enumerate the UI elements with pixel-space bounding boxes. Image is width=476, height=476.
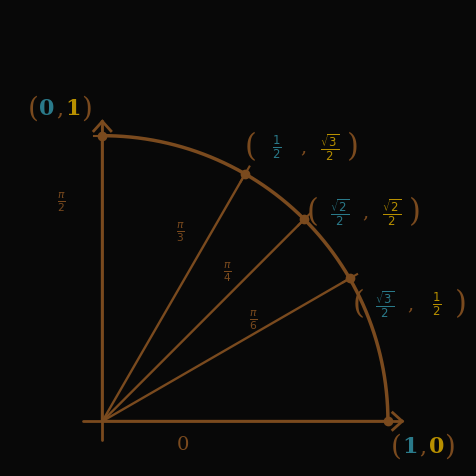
Text: 0: 0: [429, 436, 444, 458]
Text: (: (: [28, 96, 39, 123]
Text: 1: 1: [66, 99, 81, 120]
Text: 0: 0: [177, 436, 189, 454]
Text: ): ): [81, 96, 92, 123]
Text: ,: ,: [407, 296, 414, 314]
Text: ,: ,: [57, 99, 63, 120]
Text: (: (: [391, 434, 402, 461]
Text: $\frac{\pi}{2}$: $\frac{\pi}{2}$: [58, 190, 66, 214]
Text: $\frac{\sqrt{2}}{2}$: $\frac{\sqrt{2}}{2}$: [382, 197, 401, 228]
Text: (: (: [245, 132, 257, 163]
Text: ): ): [455, 289, 466, 320]
Text: (: (: [352, 289, 364, 320]
Text: $\frac{\pi}{6}$: $\frac{\pi}{6}$: [249, 308, 258, 332]
Text: ,: ,: [300, 139, 306, 157]
Text: $\frac{1}{2}$: $\frac{1}{2}$: [432, 291, 441, 318]
Text: 0: 0: [39, 99, 54, 120]
Text: $\frac{\sqrt{2}}{2}$: $\frac{\sqrt{2}}{2}$: [329, 197, 348, 228]
Text: ): ): [445, 434, 455, 461]
Text: $\frac{\pi}{3}$: $\frac{\pi}{3}$: [177, 220, 185, 244]
Text: ,: ,: [420, 436, 426, 458]
Text: ): ): [409, 197, 421, 228]
Text: $\frac{\sqrt{3}}{2}$: $\frac{\sqrt{3}}{2}$: [320, 132, 339, 163]
Text: 1: 1: [402, 436, 417, 458]
Text: $\frac{\pi}{4}$: $\frac{\pi}{4}$: [223, 260, 232, 284]
Text: $\frac{1}{2}$: $\frac{1}{2}$: [272, 134, 282, 161]
Text: ): ): [347, 132, 359, 163]
Text: ,: ,: [362, 203, 368, 221]
Text: $\frac{\sqrt{3}}{2}$: $\frac{\sqrt{3}}{2}$: [375, 289, 394, 320]
Text: (: (: [307, 197, 319, 228]
